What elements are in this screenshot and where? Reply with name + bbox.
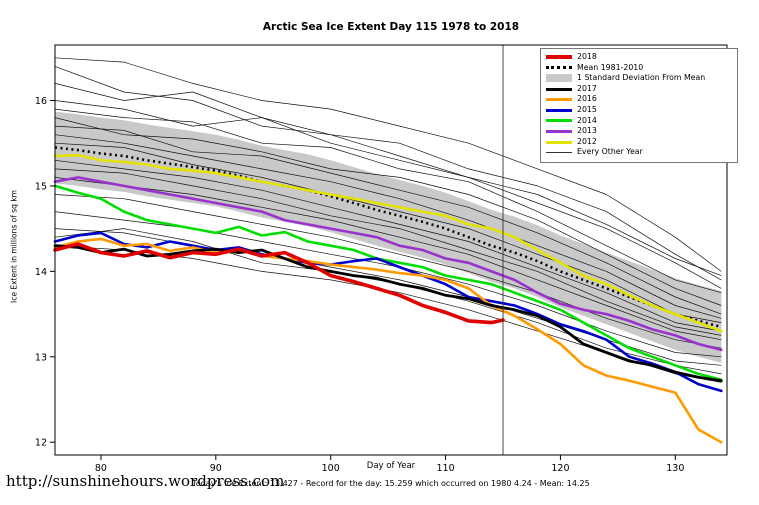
plot-border	[54, 44, 728, 456]
x-tick-label: 110	[436, 463, 454, 474]
other-year-line	[54, 194, 722, 349]
chart-title: Arctic Sea Ice Extent Day 115 1978 to 20…	[262, 21, 520, 33]
legend-item: Mean 1981-2010	[546, 63, 732, 74]
legend-item: 2018	[546, 52, 732, 63]
legend-item: 2017	[546, 84, 732, 95]
x-tick-label: 90	[210, 463, 222, 474]
other-year-line	[54, 125, 722, 315]
y-tick-label: 13	[35, 352, 47, 363]
legend-label: Mean 1981-2010	[577, 62, 644, 72]
legend-label: 2017	[577, 83, 597, 93]
other-year-line	[54, 57, 722, 272]
other-year-line	[54, 66, 722, 276]
site-url[interactable]: http://sunshinehours.wordpress.com	[6, 472, 285, 490]
legend-item: 2013	[546, 126, 732, 137]
legend-swatch	[546, 55, 572, 60]
x-tick-label: 80	[95, 463, 107, 474]
legend-item: 1 Standard Deviation From Mean	[546, 73, 732, 84]
legend-swatch	[546, 66, 572, 70]
y-tick-label: 12	[35, 438, 47, 449]
series-2014	[53, 184, 723, 382]
series-2016	[53, 237, 723, 444]
other-year-line	[54, 83, 722, 281]
legend-swatch	[546, 108, 572, 112]
footer-note: Today's Ice Extent: 13.427 - Record for …	[192, 479, 590, 488]
legend-swatch	[546, 129, 572, 133]
legend-item: 2015	[546, 105, 732, 116]
other-year-line	[54, 117, 722, 306]
other-year-line	[54, 108, 722, 294]
other-year-line	[54, 134, 722, 319]
legend-item: 2016	[546, 94, 732, 105]
legend-swatch	[546, 152, 572, 154]
y-tick-label: 16	[35, 96, 47, 107]
series-2018	[53, 242, 505, 325]
legend-item: Every Other Year	[546, 147, 732, 158]
legend-swatch	[546, 87, 572, 91]
x-axis-label: Day of Year	[366, 461, 416, 471]
legend-label: 2013	[577, 126, 597, 136]
x-tick-label: 100	[322, 463, 340, 474]
legend-swatch	[546, 98, 572, 102]
x-tick-label: 120	[551, 463, 569, 474]
other-year-line	[54, 168, 722, 336]
chart-legend: 2018 Mean 1981-2010 1 Standard Deviation F…	[540, 48, 738, 163]
legend-label: 2012	[577, 136, 597, 146]
legend-label: 2018	[577, 52, 597, 61]
y-axis-label: Ice Extent in millions of sq km	[9, 190, 19, 303]
legend-swatch	[546, 74, 572, 83]
legend-label: 2014	[577, 115, 597, 125]
series-2013	[53, 176, 723, 352]
legend-swatch	[546, 140, 572, 144]
y-tick-label: 14	[35, 267, 47, 278]
other-year-line	[54, 177, 722, 341]
series-2012	[53, 153, 723, 333]
legend-label: Every Other Year	[577, 147, 643, 157]
series-2017	[53, 244, 723, 383]
other-year-line	[54, 159, 722, 332]
legend-label: 2016	[577, 94, 597, 104]
legend-swatch	[546, 119, 572, 123]
legend-item: 2012	[546, 137, 732, 148]
legend-label: 2015	[577, 104, 597, 114]
y-tick-label: 15	[35, 181, 47, 192]
series-2015	[53, 231, 723, 393]
x-tick-label: 130	[666, 463, 684, 474]
legend-label: 1 Standard Deviation From Mean	[577, 73, 706, 83]
legend-item: 2014	[546, 116, 732, 127]
other-year-line	[54, 142, 722, 323]
